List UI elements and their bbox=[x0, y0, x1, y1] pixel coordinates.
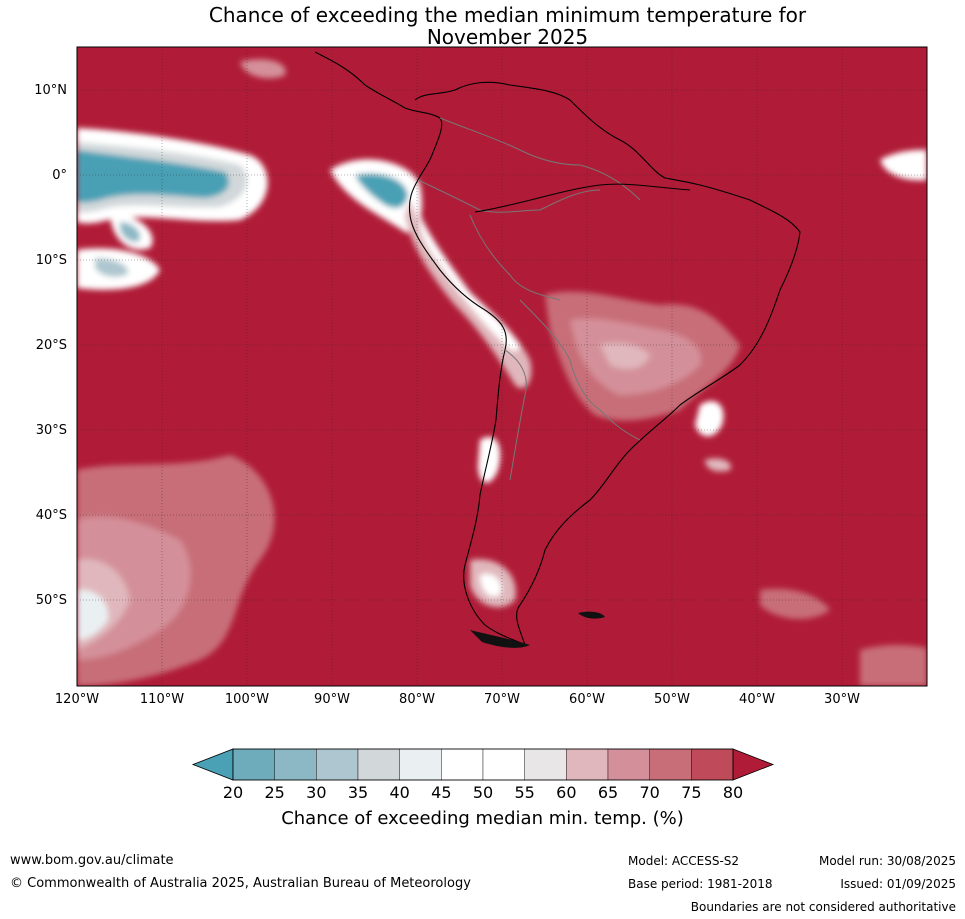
colorbar-tick-label: 80 bbox=[722, 783, 744, 802]
lat-label-0: 0° bbox=[52, 168, 67, 183]
lon-label-100w: 100°W bbox=[224, 692, 270, 707]
colorbar-bin bbox=[691, 748, 734, 781]
colorbar-bin bbox=[232, 748, 275, 781]
colorbar-bin bbox=[649, 748, 692, 781]
title-line-2: November 2025 bbox=[426, 25, 589, 49]
colorbar-tick-label: 70 bbox=[639, 783, 660, 802]
colorbar-tick-label: 50 bbox=[472, 783, 494, 802]
south-pacific-anomaly bbox=[77, 455, 927, 686]
lat-label-40s: 40°S bbox=[35, 508, 67, 523]
lon-label-90w: 90°W bbox=[314, 692, 350, 707]
colorbar-bin bbox=[274, 748, 317, 781]
map-frame bbox=[76, 46, 928, 687]
footer-disclaimer: Boundaries are not considered authoritat… bbox=[690, 900, 956, 914]
colorbar-tick-label: 20 bbox=[222, 783, 244, 802]
lon-label-40w: 40°W bbox=[739, 692, 775, 707]
lon-label-120w: 120°W bbox=[54, 692, 100, 707]
colorbar-bin bbox=[357, 748, 400, 781]
colorbar-tick-label: 60 bbox=[556, 783, 577, 802]
lon-label-110w: 110°W bbox=[139, 692, 185, 707]
lat-label-10n: 10°N bbox=[34, 83, 67, 98]
colorbar-tick-label: 65 bbox=[597, 783, 619, 802]
lat-label-50s: 50°S bbox=[35, 593, 67, 608]
lon-label-60w: 60°W bbox=[569, 692, 605, 707]
lon-label-70w: 70°W bbox=[484, 692, 520, 707]
colorbar-label: Chance of exceeding median min. temp. (%… bbox=[281, 808, 684, 829]
colorbar-bin bbox=[524, 748, 567, 781]
lat-label-10s: 10°S bbox=[35, 253, 67, 268]
footer-url: www.bom.gov.au/climate bbox=[10, 853, 174, 868]
graticule bbox=[77, 47, 927, 686]
pacific-cool-anomaly bbox=[77, 59, 927, 290]
footer-model-run: Model run: 30/08/2025 bbox=[818, 854, 956, 868]
footer-copyright: © Commonwealth of Australia 2025, Austra… bbox=[10, 876, 471, 891]
colorbar-under-arrow bbox=[191, 748, 234, 781]
footer-base-period: Base period: 1981-2018 bbox=[628, 877, 773, 891]
colorbar-bin bbox=[607, 748, 650, 781]
colorbar-tick-label: 30 bbox=[306, 783, 327, 802]
south-america-coastline bbox=[314, 51, 801, 647]
title-line-1: Chance of exceeding the median minimum t… bbox=[208, 3, 807, 27]
colorbar-tick-label: 45 bbox=[431, 783, 452, 802]
colorbar-bin bbox=[316, 748, 359, 781]
lon-label-50w: 50°W bbox=[654, 692, 690, 707]
colorbar-over-arrow bbox=[732, 748, 775, 781]
amazon-river bbox=[474, 183, 691, 213]
colorbar-bin bbox=[566, 748, 609, 781]
brazil-interior-anomaly bbox=[545, 291, 740, 472]
lat-label-30s: 30°S bbox=[35, 423, 67, 438]
colorbar-tick-label: 75 bbox=[681, 783, 702, 802]
footer-issued: Issued: 01/09/2025 bbox=[840, 877, 956, 891]
country-borders bbox=[417, 117, 641, 481]
falkland-islands bbox=[578, 611, 605, 619]
chart-title: Chance of exceeding the median minimum t… bbox=[0, 4, 965, 48]
colorbar-tick-label: 25 bbox=[264, 783, 285, 802]
tierra-del-fuego bbox=[470, 630, 530, 648]
colorbar-bin bbox=[441, 748, 484, 781]
lon-label-30w: 30°W bbox=[824, 692, 860, 707]
colorbar-bin bbox=[399, 748, 442, 781]
lon-label-80w: 80°W bbox=[399, 692, 435, 707]
lat-label-20s: 20°S bbox=[35, 338, 67, 353]
colorbar-outline bbox=[232, 748, 734, 781]
colorbar-tick-label: 55 bbox=[514, 783, 535, 802]
colorbar-bin bbox=[482, 748, 525, 781]
colorbar-tick-label: 40 bbox=[389, 783, 410, 802]
footer-model: Model: ACCESS-S2 bbox=[628, 854, 740, 868]
colorbar-tick-label: 35 bbox=[347, 783, 369, 802]
